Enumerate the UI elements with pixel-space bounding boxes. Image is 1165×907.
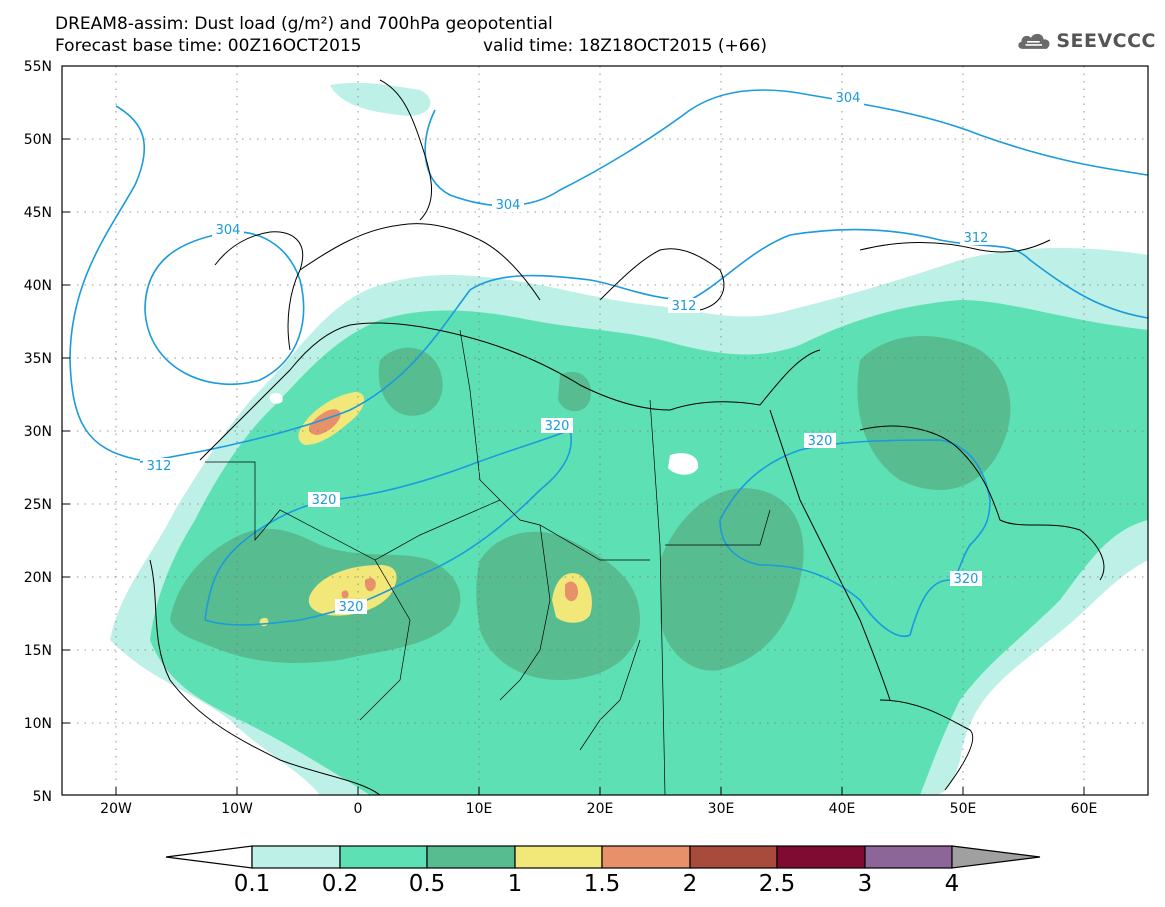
cloud-icon: [1018, 33, 1050, 49]
contour-304-ring: [144, 231, 305, 385]
colorbar-label: 2.5: [758, 871, 796, 897]
lat-label: 30N: [24, 424, 52, 440]
lon-label: 20W: [100, 801, 132, 817]
lon-label: 30E: [708, 801, 735, 817]
colorbar-label: 2: [682, 871, 698, 897]
colorbar-bin: [514, 845, 603, 869]
contour-label: 320: [545, 419, 570, 434]
colorbar-label: 3: [857, 871, 873, 897]
forecast-base-time: Forecast base time: 00Z16OCT2015: [55, 36, 362, 56]
lat-label: 50N: [24, 132, 52, 148]
lon-label: 10W: [221, 801, 253, 817]
lon-label: 10E: [466, 801, 493, 817]
contour-label: 320: [339, 600, 364, 615]
latitude-labels: 55N 50N 45N 40N 35N 30N 25N 20N 15N 10N …: [24, 59, 52, 805]
colorbar-label: 0.5: [408, 871, 446, 897]
lon-label: 60E: [1071, 801, 1098, 817]
colorbar-bin: [426, 845, 516, 869]
valid-time: valid time: 18Z18OCT2015 (+66): [483, 36, 768, 56]
lat-label: 35N: [24, 351, 52, 367]
lon-label: 40E: [829, 801, 856, 817]
contour-label: 320: [312, 493, 337, 508]
colorbar-label: 0.2: [321, 871, 359, 897]
logo-text: SEEVCCC: [1056, 30, 1156, 52]
colorbar-label: 4: [944, 871, 960, 897]
lat-label: 25N: [24, 497, 52, 513]
colorbar-bin: [251, 845, 341, 869]
contour-label: 304: [216, 223, 241, 238]
lat-lon-grid: [62, 66, 1148, 795]
map-title: DREAM8-assim: Dust load (g/m²) and 700hP…: [55, 14, 553, 34]
colorbar-bin: [776, 845, 866, 869]
contour-label: 304: [496, 198, 521, 213]
colorbar-bin: [864, 845, 953, 869]
contour-label: 320: [808, 434, 833, 449]
colorbar-label: 1: [507, 871, 523, 897]
colorbar-bin: [339, 845, 428, 869]
dust-field: [110, 82, 1148, 795]
lat-label: 40N: [24, 278, 52, 294]
colorbar-label: 1.5: [583, 871, 621, 897]
lat-label: 10N: [24, 716, 52, 732]
contour-304-west: [69, 105, 145, 461]
lat-label: 45N: [24, 205, 52, 221]
colorbar-over-triangle: [951, 845, 1041, 869]
colorbar-label: 0.1: [233, 871, 271, 897]
lon-label: 50E: [950, 801, 977, 817]
contour-label: 304: [836, 91, 861, 106]
contour-320-east: [719, 439, 991, 637]
colorbar-bin: [689, 845, 778, 869]
colorbar-bin: [601, 845, 691, 869]
colorbar: [165, 845, 1041, 869]
lon-label: 20E: [587, 801, 614, 817]
lat-label: 55N: [24, 59, 52, 75]
dust-level-1-5: [308, 409, 341, 435]
contour-label: 320: [954, 572, 979, 587]
contour-label: 312: [964, 231, 989, 246]
lat-label: 20N: [24, 570, 52, 586]
contour-label: 312: [147, 459, 172, 474]
country-borders: [205, 329, 771, 795]
lat-label: 15N: [24, 643, 52, 659]
contour-label: 312: [672, 299, 697, 314]
seevccc-logo: SEEVCCC: [1016, 26, 1156, 56]
longitude-labels: 20W 10W 0 10E 20E 30E 40E 50E 60E: [100, 801, 1097, 817]
map-ticks: [62, 138, 1085, 795]
contour-labels: 304 304 304 312 312 312 320 320 320 320 …: [143, 90, 992, 615]
colorbar-under-triangle: [165, 845, 253, 869]
coastlines: [149, 79, 1105, 795]
contour-304-north: [424, 89, 1148, 207]
lat-label: 5N: [33, 789, 52, 805]
lon-label: 0: [354, 801, 363, 817]
